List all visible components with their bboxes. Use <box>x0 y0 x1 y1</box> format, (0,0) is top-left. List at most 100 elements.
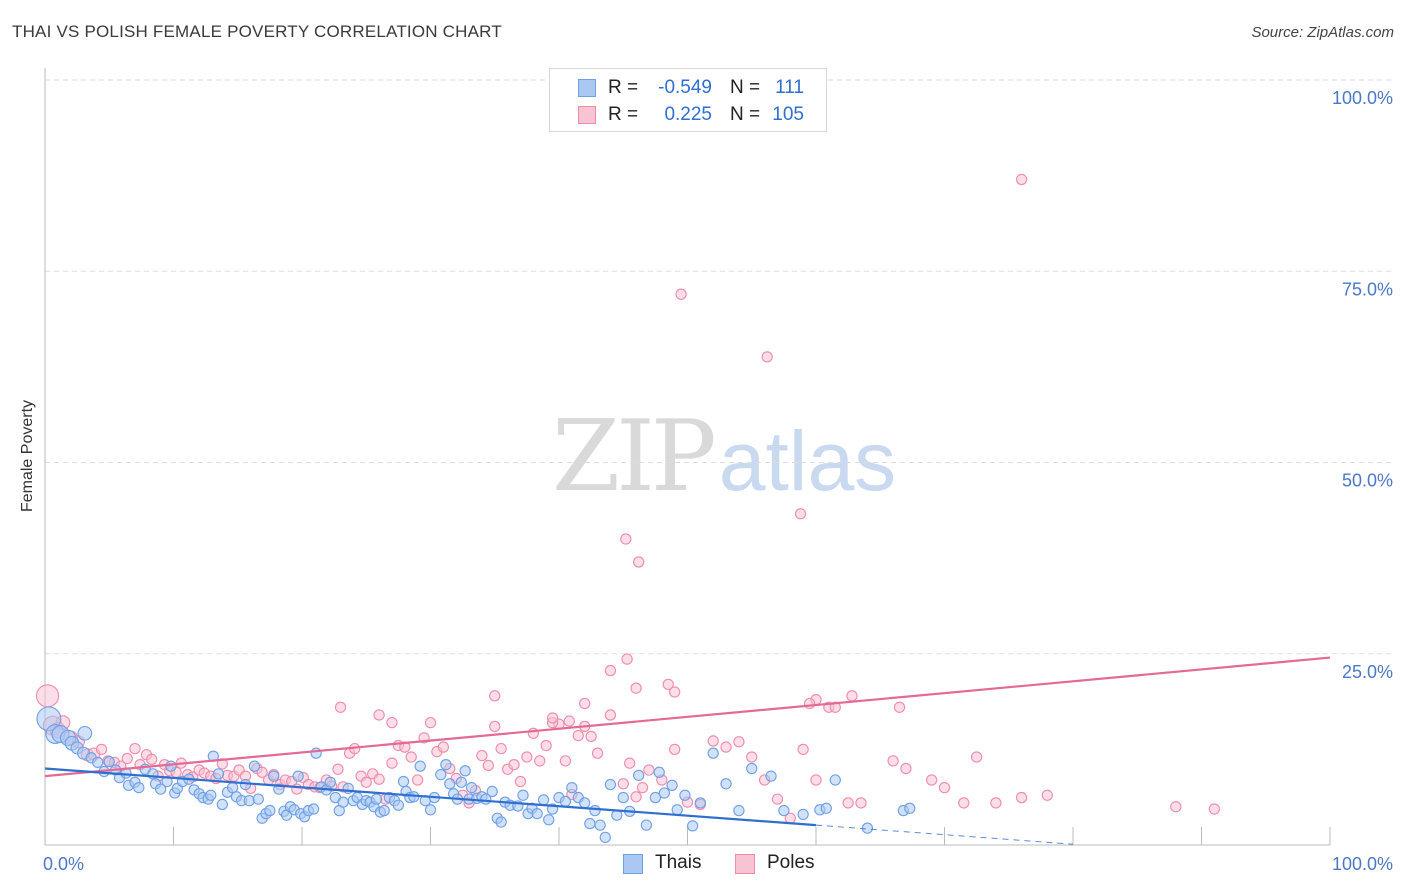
poles-point <box>621 653 633 665</box>
thais-point <box>584 817 596 830</box>
poles-point <box>1041 789 1053 801</box>
thais-point <box>566 781 578 794</box>
poles-point <box>424 716 437 729</box>
legend-label-poles: Poles <box>767 852 815 873</box>
poles-point <box>620 533 632 545</box>
stats-box: R = -0.549 N = 111 R = 0.225 N = 105 <box>549 68 827 132</box>
poles-point <box>476 749 488 762</box>
poles-point <box>636 781 649 794</box>
thais-point <box>537 794 550 806</box>
thais-point <box>720 778 732 790</box>
watermark: ZIPatlas <box>552 400 896 514</box>
stats-swatch-thais <box>578 79 596 97</box>
thais-point <box>746 762 758 775</box>
poles-point <box>970 751 983 763</box>
tick-labels: 25.0% 50.0% 75.0% 100.0% 0.0% 100.0% <box>43 88 1393 874</box>
poles-point <box>334 701 347 713</box>
thais-point <box>459 765 471 777</box>
thais-point <box>604 778 617 791</box>
poles-point <box>373 773 385 785</box>
thais-point <box>216 798 228 811</box>
thais-point <box>370 793 383 805</box>
thais-point <box>103 755 115 768</box>
thais-point <box>248 760 261 772</box>
poles-point <box>803 697 816 710</box>
thais-point <box>205 789 217 801</box>
poles-point <box>121 752 133 765</box>
thais-point <box>424 804 437 816</box>
poles-point <box>489 720 501 733</box>
stats-row-poles: R = 0.225 N = 105 <box>550 101 826 129</box>
thais-point <box>653 766 665 778</box>
thais-point <box>543 814 555 826</box>
thais-point <box>307 803 320 815</box>
thais-point <box>324 776 336 788</box>
poles-point <box>332 763 344 775</box>
poles-point <box>633 556 645 568</box>
poles-point <box>887 755 899 767</box>
x-tick-label: 0.0% <box>43 854 84 874</box>
poles-point <box>508 759 520 771</box>
poles-point <box>604 709 617 721</box>
thais-point <box>92 756 104 769</box>
poles-point <box>1015 791 1028 804</box>
poles-point <box>411 774 424 786</box>
legend-swatch-thais <box>623 854 643 874</box>
thais-point <box>154 783 167 795</box>
poles-point <box>514 775 527 788</box>
thais-point <box>579 797 591 809</box>
stats-r-label: R = <box>608 104 639 125</box>
thais-point <box>465 781 478 794</box>
poles-point <box>958 797 970 809</box>
legend-swatch-poles <box>735 854 755 874</box>
thais-point <box>640 819 653 831</box>
thais-point <box>649 791 662 804</box>
poles-point <box>926 774 938 786</box>
stats-r-label: R = <box>608 77 639 98</box>
poles-point <box>630 791 642 803</box>
thais-point <box>904 802 916 814</box>
poles-trend-line <box>44 656 1331 778</box>
stats-r-value: -0.549 <box>658 77 712 98</box>
poles-point <box>256 766 268 778</box>
poles-point <box>585 730 597 743</box>
x-tick-label: 100.0% <box>1332 854 1393 874</box>
grid-lines <box>45 79 1392 655</box>
poles-point <box>900 762 912 775</box>
poles-point <box>591 747 604 759</box>
poles-point <box>546 712 559 724</box>
thais-point <box>252 793 264 805</box>
stats-n-value: 105 <box>772 104 804 125</box>
poles-point <box>482 759 494 772</box>
thais-point <box>495 816 507 828</box>
poles-point <box>291 783 303 795</box>
thais-point <box>440 759 452 771</box>
thais-point <box>797 808 809 821</box>
poles-point <box>373 709 385 721</box>
poles-point <box>746 751 758 763</box>
poles-point <box>662 678 674 690</box>
thais-point <box>633 769 645 782</box>
stats-r-value: 0.225 <box>664 104 712 125</box>
watermark-zip: ZIP <box>552 400 717 514</box>
thais-point <box>707 747 719 759</box>
poles-point <box>437 741 449 753</box>
poles-point <box>563 715 575 727</box>
poles-point <box>489 690 501 702</box>
poles-point <box>669 686 681 698</box>
thais-point <box>559 795 572 808</box>
thais-point <box>517 789 529 801</box>
poles-point <box>1208 803 1220 815</box>
chart-title: THAI VS POLISH FEMALE POVERTY CORRELATIO… <box>12 22 502 41</box>
thais-point <box>435 768 447 781</box>
poles-point <box>630 682 642 694</box>
poles-point <box>579 697 591 710</box>
y-tick-label: 100.0% <box>1332 88 1393 108</box>
thais-point <box>686 820 699 832</box>
thais-point <box>671 804 683 816</box>
thais-point <box>264 804 276 817</box>
poles-point <box>146 753 158 765</box>
thais-point <box>378 804 390 817</box>
thais-point <box>268 770 280 782</box>
stats-n-label: N = <box>730 104 761 125</box>
